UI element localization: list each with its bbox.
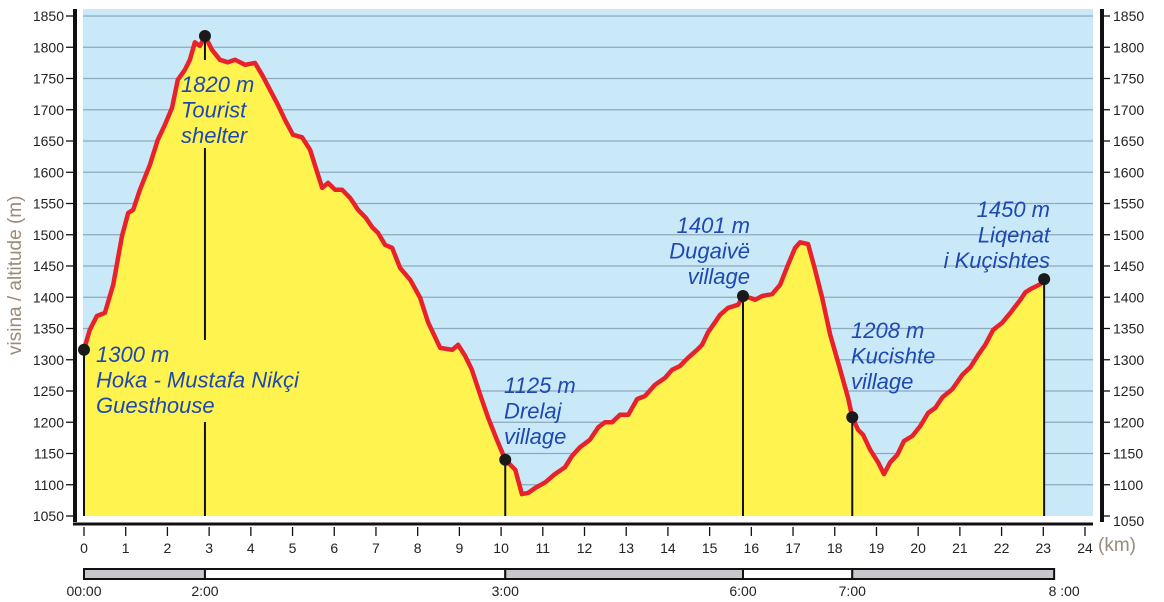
y-tick-label-right: 1400 bbox=[1113, 289, 1144, 305]
x-tick-label: 15 bbox=[702, 540, 718, 556]
y-tick-label-right: 1800 bbox=[1113, 39, 1144, 55]
y-tick-label-right: 1050 bbox=[1113, 513, 1144, 529]
waypoint-label: village bbox=[851, 369, 913, 394]
x-tick-label: 22 bbox=[994, 540, 1010, 556]
y-tick-label-right: 1850 bbox=[1113, 8, 1144, 24]
time-label: 3:00 bbox=[492, 583, 519, 599]
time-bar-segment bbox=[203, 568, 507, 580]
y-tick-label-right: 1350 bbox=[1113, 321, 1144, 337]
time-label: 6:00 bbox=[729, 583, 756, 599]
x-tick-label: 7 bbox=[372, 540, 380, 556]
y-tick-label-right: 1450 bbox=[1113, 258, 1144, 274]
waypoint-label: Hoka - Mustafa Nikçi bbox=[96, 368, 300, 393]
x-tick-label: 16 bbox=[744, 540, 760, 556]
waypoint-label: i Kuçishtes bbox=[944, 248, 1050, 273]
waypoint-label: village bbox=[688, 264, 750, 289]
time-bar-segment bbox=[741, 568, 854, 580]
x-tick-label: 24 bbox=[1077, 540, 1093, 556]
y-tick-label-right: 1150 bbox=[1113, 446, 1143, 462]
x-tick-label: 12 bbox=[577, 540, 593, 556]
x-tick-label: 8 bbox=[414, 540, 422, 556]
y-tick-label-right: 1700 bbox=[1113, 102, 1144, 118]
waypoint-marker bbox=[846, 411, 859, 424]
waypoint-marker bbox=[1038, 273, 1051, 286]
waypoint-marker bbox=[198, 30, 211, 42]
x-tick-label: 0 bbox=[80, 540, 88, 556]
y-tick-label-left: 1600 bbox=[33, 164, 64, 180]
y-axis-label: visina / altitude (m) bbox=[5, 196, 26, 355]
waypoint-label: 1208 m bbox=[851, 318, 924, 343]
waypoint-label: 1300 m bbox=[96, 342, 169, 367]
x-tick-label: 17 bbox=[785, 540, 801, 556]
waypoint-marker bbox=[736, 290, 749, 302]
waypoint-label: Kucishte bbox=[851, 344, 935, 369]
y-tick-label-right: 1100 bbox=[1113, 477, 1143, 493]
waypoint-label: 1450 m bbox=[977, 197, 1050, 222]
waypoint-marker bbox=[78, 343, 90, 356]
time-label: 2:00 bbox=[191, 583, 218, 599]
x-tick-label: 3 bbox=[205, 540, 213, 556]
y-tick-label-left: 1800 bbox=[33, 39, 64, 55]
time-label: 7:00 bbox=[839, 583, 866, 599]
waypoint-marker bbox=[499, 453, 512, 466]
y-tick-label-left: 1150 bbox=[34, 446, 64, 462]
waypoint-label: Guesthouse bbox=[96, 393, 215, 418]
x-tick-label: 20 bbox=[910, 540, 926, 556]
waypoint-label: 1401 m bbox=[677, 213, 750, 238]
y-tick-label-right: 1650 bbox=[1113, 133, 1144, 149]
x-tick-label: 10 bbox=[493, 540, 509, 556]
y-tick-label-left: 1200 bbox=[33, 414, 64, 430]
elevation-line bbox=[81, 33, 1046, 497]
x-tick-label: 18 bbox=[827, 540, 843, 556]
waypoint-label: Drelaj bbox=[504, 399, 563, 424]
y-tick-label-right: 1600 bbox=[1113, 164, 1144, 180]
y-tick-label-left: 1350 bbox=[33, 321, 64, 337]
y-tick-label-left: 1050 bbox=[33, 508, 64, 524]
waypoint-label: village bbox=[504, 424, 566, 449]
y-tick-label-left: 1450 bbox=[33, 258, 64, 274]
y-tick-label-left: 1750 bbox=[33, 71, 64, 87]
time-bar-segment bbox=[504, 568, 744, 580]
x-tick-label: 14 bbox=[660, 540, 676, 556]
waypoint-label: Liqenat bbox=[978, 223, 1051, 248]
x-tick-label: 19 bbox=[869, 540, 885, 556]
waypoint-label: 1125 m bbox=[504, 373, 576, 398]
x-tick-label: 1 bbox=[122, 540, 130, 556]
y-tick-label-left: 1500 bbox=[33, 227, 64, 243]
waypoint-label: Dugaivë bbox=[669, 239, 750, 264]
x-tick-label: 2 bbox=[164, 540, 172, 556]
time-label: 00:00 bbox=[66, 583, 101, 599]
y-tick-label-right: 1550 bbox=[1113, 196, 1144, 212]
x-tick-label: 11 bbox=[536, 540, 551, 556]
y-tick-label-left: 1400 bbox=[33, 289, 64, 305]
y-tick-label-right: 1750 bbox=[1113, 71, 1144, 87]
y-tick-label-left: 1300 bbox=[33, 352, 64, 368]
x-tick-label: 23 bbox=[1036, 540, 1052, 556]
y-tick-label-right: 1500 bbox=[1113, 227, 1144, 243]
x-tick-label: 4 bbox=[247, 540, 255, 556]
waypoint-label: Tourist bbox=[181, 98, 247, 123]
waypoint-label: 1820 m bbox=[181, 72, 254, 97]
x-axis-unit: (km) bbox=[1098, 535, 1136, 556]
y-tick-label-left: 1100 bbox=[34, 477, 64, 493]
time-label-end: 8 :00 bbox=[1049, 583, 1080, 599]
y-tick-label-right: 1200 bbox=[1113, 414, 1144, 430]
time-bar-segment bbox=[83, 568, 206, 580]
y-tick-label-left: 1550 bbox=[33, 196, 64, 212]
x-tick-label: 21 bbox=[952, 540, 968, 556]
y-tick-label-left: 1700 bbox=[33, 102, 64, 118]
y-tick-label-left: 1250 bbox=[33, 383, 64, 399]
y-tick-label-left: 1650 bbox=[33, 133, 64, 149]
x-tick-label: 5 bbox=[289, 540, 297, 556]
x-tick-label: 9 bbox=[455, 540, 463, 556]
y-tick-label-right: 1300 bbox=[1113, 352, 1144, 368]
y-tick-label-left: 1850 bbox=[33, 8, 64, 24]
y-tick-label-right: 1250 bbox=[1113, 383, 1144, 399]
x-tick-label: 13 bbox=[618, 540, 634, 556]
waypoint-label: shelter bbox=[181, 123, 249, 148]
time-bar-segment bbox=[851, 568, 1056, 580]
elevation-area bbox=[84, 36, 1045, 516]
x-tick-label: 6 bbox=[330, 540, 338, 556]
